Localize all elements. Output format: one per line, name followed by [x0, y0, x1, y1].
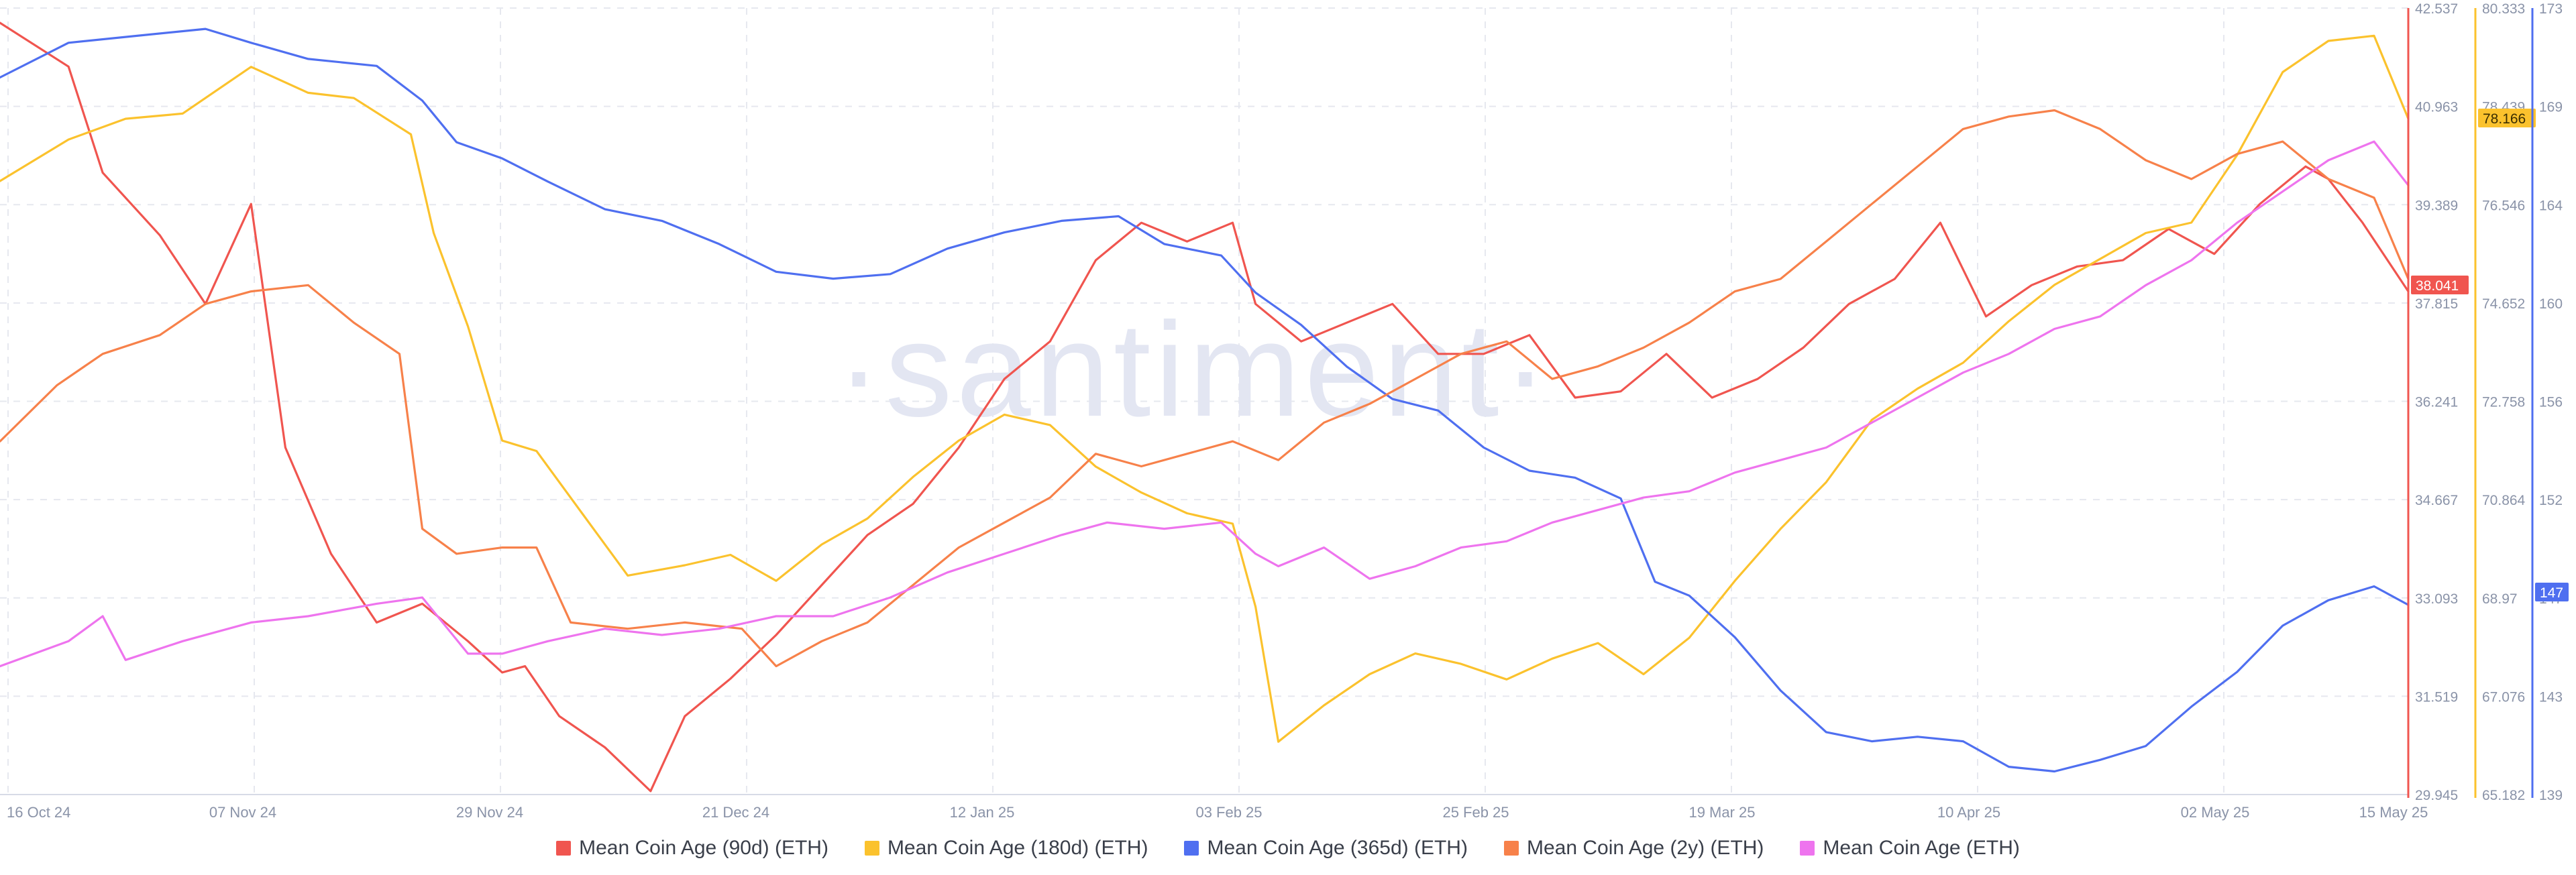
y-tick-label: 39.389	[2415, 198, 2458, 213]
y-tick-label: 139	[2539, 788, 2563, 803]
x-tick-label: 12 Jan 25	[950, 804, 1015, 821]
x-axis: 16 Oct 24 07 Nov 24 29 Nov 24 21 Dec 24 12 J…	[0, 794, 2428, 821]
y-tick-label: 37.815	[2415, 296, 2458, 312]
x-tick-label: 02 May 25	[2181, 804, 2250, 821]
x-tick-label: 19 Mar 25	[1688, 804, 1755, 821]
y-tick-label: 40.963	[2415, 100, 2458, 115]
x-tick-label: 07 Nov 24	[209, 804, 276, 821]
legend-swatch	[556, 841, 572, 856]
legend-item[interactable]: Mean Coin Age (365d) (ETH)	[1184, 837, 1468, 860]
y-tick-label: 70.864	[2482, 493, 2526, 508]
x-tick-label: 29 Nov 24	[456, 804, 523, 821]
x-tick-label: 21 Dec 24	[702, 804, 769, 821]
y-tick-label: 76.546	[2482, 198, 2525, 213]
legend-item[interactable]: Mean Coin Age (90d) (ETH)	[556, 837, 828, 860]
y-tick-label: 143	[2539, 689, 2563, 705]
y-tick-label: 31.519	[2415, 689, 2458, 705]
last-value-badge-text: 78.166	[2483, 111, 2526, 127]
last-value-badge-text: 147	[2540, 585, 2563, 601]
last-value-badge	[2535, 583, 2569, 601]
y-tick-label: 42.537	[2415, 1, 2458, 17]
y-tick-label: 67.076	[2482, 689, 2525, 705]
y-tick-label: 156	[2539, 395, 2563, 410]
x-tick-label: 16 Oct 24	[7, 804, 70, 821]
y-tick-label: 80.333	[2482, 1, 2525, 17]
legend-item[interactable]: Mean Coin Age (ETH)	[1800, 837, 2020, 860]
series-line-4	[0, 109, 2410, 668]
series-line-3	[0, 27, 2410, 773]
x-tick-label: 03 Feb 25	[1195, 804, 1262, 821]
series-lines	[0, 21, 2410, 793]
gridlines	[0, 7, 2408, 795]
legend-label: Mean Coin Age (365d) (ETH)	[1207, 837, 1468, 859]
legend-label: Mean Coin Age (ETH)	[1823, 837, 2020, 859]
y-tick-label: 160	[2539, 296, 2563, 312]
y-tick-label: 33.093	[2415, 591, 2458, 607]
legend-label: Mean Coin Age (2y) (ETH)	[1526, 837, 1764, 859]
legend-swatch	[864, 841, 879, 856]
y-tick-label: 36.241	[2415, 395, 2458, 410]
last-value-badge-text: 38.041	[2416, 278, 2459, 294]
legend-label: Mean Coin Age (180d) (ETH)	[887, 837, 1148, 859]
last-value-badge	[2411, 276, 2469, 294]
y-tick-label: 65.182	[2482, 788, 2525, 803]
y-tick-label: 29.945	[2415, 788, 2458, 803]
chart-legend: Mean Coin Age (90d) (ETH) Mean Coin Age (…	[0, 831, 2576, 865]
y-tick-label: 72.758	[2482, 395, 2525, 410]
legend-swatch	[1503, 841, 1519, 856]
last-value-badge	[2478, 109, 2536, 127]
y-tick-label: 152	[2539, 493, 2563, 508]
y-tick-label: 164	[2539, 198, 2563, 213]
x-tick-label: 25 Feb 25	[1442, 804, 1509, 821]
y-axes: 42.537 40.963 39.389 37.815 36.241 34.667 33.0…	[2407, 1, 2569, 803]
legend-swatch	[1800, 841, 1815, 856]
legend-item[interactable]: Mean Coin Age (2y) (ETH)	[1503, 837, 1764, 860]
y-tick-label: 74.652	[2482, 296, 2525, 312]
series-line-2	[0, 34, 2410, 743]
y-tick-label: 173	[2539, 1, 2563, 17]
legend-item[interactable]: Mean Coin Age (180d) (ETH)	[864, 837, 1148, 860]
legend-swatch	[1184, 841, 1199, 856]
y-tick-label: 34.667	[2415, 493, 2458, 508]
x-tick-label: 10 Apr 25	[1937, 804, 2000, 821]
y-tick-label: 68.97	[2482, 591, 2518, 607]
santiment-watermark: ·santiment·	[837, 295, 1552, 445]
series-line-5	[0, 140, 2410, 668]
legend-label: Mean Coin Age (90d) (ETH)	[579, 837, 828, 859]
series-line-1	[0, 21, 2410, 793]
y-tick-label: 169	[2539, 100, 2563, 115]
x-tick-label: 15 May 25	[2359, 804, 2428, 821]
